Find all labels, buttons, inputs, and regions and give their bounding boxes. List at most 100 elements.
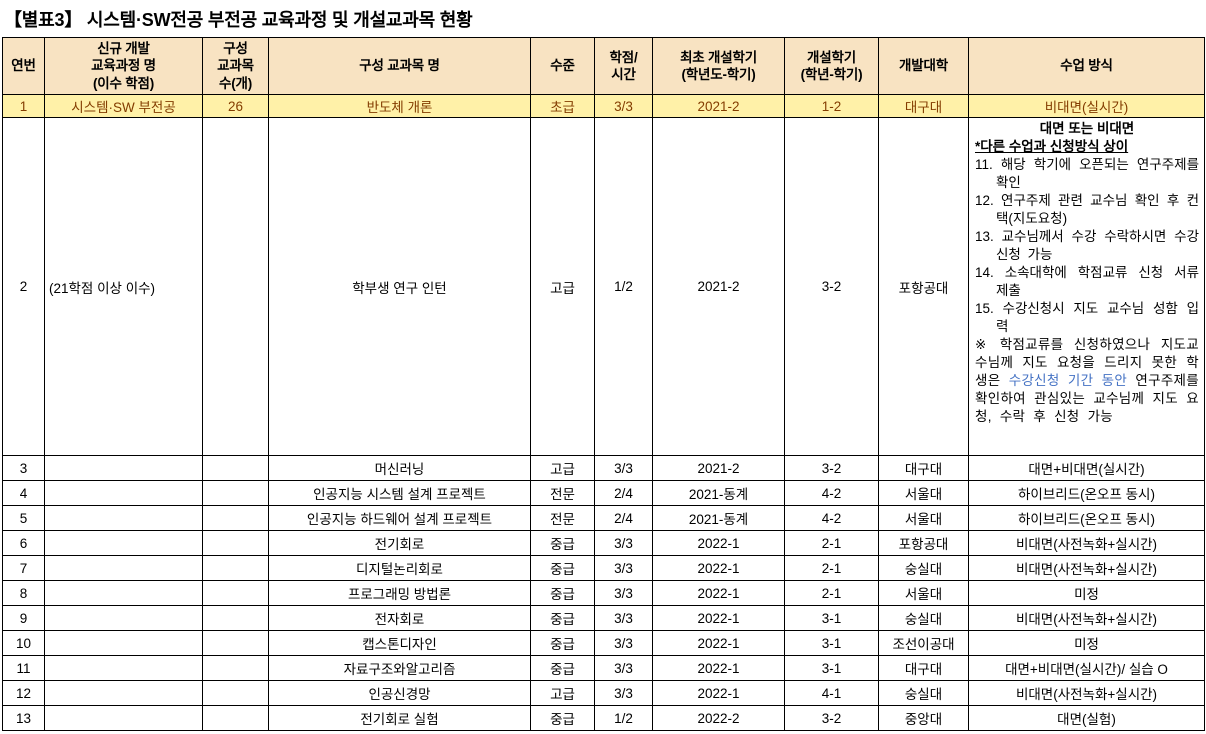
table-row: 2 (21학점 이상 이수) 학부생 연구 인턴 고급 1/2 2021-2 3-2 포항공대… (2, 117, 1205, 456)
cell-level: 중급 (530, 605, 595, 631)
method-line: 13. 교수님께서 수강 수락하시면 수강신청 가능 (975, 229, 1199, 262)
table-row: 5 인공지능 하드웨어 설계 프로젝트 전문 2/4 2021-동계 4-2 서울대 하이브리… (2, 505, 1205, 531)
cell-univ: 숭실대 (878, 555, 969, 581)
cell-curriculum (44, 480, 203, 506)
cell-univ: 대구대 (878, 94, 969, 118)
cell-sem: 3-1 (784, 605, 879, 631)
cell-num: 12 (2, 680, 45, 706)
cell-num: 8 (2, 580, 45, 606)
table-row: 6 전기회로 중급 3/3 2022-1 2-1 포항공대 비대면(사전녹화+실시간) (2, 530, 1205, 556)
cell-level: 중급 (530, 705, 595, 731)
cell-univ: 포항공대 (878, 530, 969, 556)
cell-univ: 서울대 (878, 580, 969, 606)
cell-level: 중급 (530, 580, 595, 606)
cell-sem: 4-1 (784, 680, 879, 706)
header-course-count: 구성 교과목 수(개) (202, 37, 269, 95)
cell-count (202, 605, 269, 631)
cell-level: 중급 (530, 555, 595, 581)
method-segment: 수강신청 기간 동안 (1008, 373, 1128, 388)
cell-num: 4 (2, 480, 45, 506)
cell-credit: 3/3 (594, 555, 653, 581)
cell-credit: 3/3 (594, 605, 653, 631)
cell-subject: 머신러닝 (268, 455, 531, 481)
cell-sem: 3-2 (784, 705, 879, 731)
method-segment: 연구주제를 확인하여 관심있는 교수님께 지도 요청, 수락 후 신청 가능 (975, 373, 1199, 424)
cell-sem: 2-1 (784, 555, 879, 581)
header-univ: 개발대학 (878, 37, 969, 95)
method-segment: ※ 학점교류를 신청하였으나 지도교수님께 지도 요청을 드리지 못한 학생은 (975, 337, 1199, 388)
cell-curriculum: 시스템·SW 부전공 (44, 94, 203, 118)
cell-count: 26 (202, 94, 269, 118)
cell-sem: 3-1 (784, 630, 879, 656)
cell-curriculum (44, 530, 203, 556)
cell-count (202, 530, 269, 556)
cell-subject: 캡스톤디자인 (268, 630, 531, 656)
cell-method: 비대면(실시간) (968, 94, 1205, 118)
header-level: 수준 (530, 37, 595, 95)
cell-count (202, 580, 269, 606)
cell-first-sem: 2021-2 (652, 117, 785, 456)
cell-credit: 2/4 (594, 505, 653, 531)
table-row: 7 디지털논리회로 중급 3/3 2022-1 2-1 숭실대 비대면(사전녹화+실시간) (2, 555, 1205, 581)
cell-method: 대면 또는 비대면 *다른 수업과 신청방식 상이 11. 해당 학기에 오픈되는 … (968, 117, 1205, 456)
cell-level: 중급 (530, 630, 595, 656)
cell-method: 비대면(사전녹화+실시간) (968, 605, 1205, 631)
cell-num: 11 (2, 655, 45, 681)
method-line: 11. 해당 학기에 오픈되는 연구주제를 확인 (975, 157, 1199, 190)
cell-num: 9 (2, 605, 45, 631)
cell-subject: 반도체 개론 (268, 94, 531, 118)
cell-univ: 대구대 (878, 455, 969, 481)
table-row: 11 자료구조와알고리즘 중급 3/3 2022-1 3-1 대구대 대면+비대면(실시간)/… (2, 655, 1205, 681)
method-line: 12. 연구주제 관련 교수님 확인 후 컨택(지도요청) (975, 193, 1199, 226)
cell-credit: 3/3 (594, 630, 653, 656)
cell-method: 대면+비대면(실시간)/ 실습 O (968, 655, 1205, 681)
cell-first-sem: 2022-1 (652, 530, 785, 556)
cell-method: 비대면(사전녹화+실시간) (968, 680, 1205, 706)
cell-num: 5 (2, 505, 45, 531)
cell-credit: 3/3 (594, 580, 653, 606)
cell-method: 비대면(사전녹화+실시간) (968, 530, 1205, 556)
cell-count (202, 630, 269, 656)
cell-level: 전문 (530, 480, 595, 506)
cell-sem: 2-1 (784, 530, 879, 556)
cell-univ: 서울대 (878, 480, 969, 506)
cell-subject: 인공신경망 (268, 680, 531, 706)
table-row: 1 시스템·SW 부전공 26 반도체 개론 초급 3/3 2021-2 1-2 대구대 비대면(… (2, 94, 1205, 118)
cell-level: 고급 (530, 680, 595, 706)
cell-count (202, 655, 269, 681)
cell-first-sem: 2021-동계 (652, 480, 785, 506)
cell-curriculum (44, 555, 203, 581)
cell-univ: 숭실대 (878, 680, 969, 706)
cell-univ: 포항공대 (878, 117, 969, 456)
cell-count (202, 705, 269, 731)
header-num: 연번 (2, 37, 45, 95)
cell-univ: 서울대 (878, 505, 969, 531)
cell-num: 1 (2, 94, 45, 118)
cell-credit: 3/3 (594, 655, 653, 681)
method-line: 대면 또는 비대면 (1039, 121, 1135, 136)
table-row: 10 캡스톤디자인 중급 3/3 2022-1 3-1 조선이공대 미정 (2, 630, 1205, 656)
header-method: 수업 방식 (968, 37, 1205, 95)
cell-sem: 1-2 (784, 94, 879, 118)
cell-method: 미정 (968, 580, 1205, 606)
header-sem: 개설학기 (학년-학기) (784, 37, 879, 95)
cell-sem: 2-1 (784, 580, 879, 606)
cell-first-sem: 2021-2 (652, 455, 785, 481)
cell-level: 전문 (530, 505, 595, 531)
cell-num: 3 (2, 455, 45, 481)
cell-num: 13 (2, 705, 45, 731)
cell-first-sem: 2022-1 (652, 655, 785, 681)
cell-sem: 3-2 (784, 117, 879, 456)
cell-count (202, 117, 269, 456)
cell-count (202, 455, 269, 481)
cell-first-sem: 2022-1 (652, 580, 785, 606)
cell-credit: 3/3 (594, 455, 653, 481)
table-body: 1 시스템·SW 부전공 26 반도체 개론 초급 3/3 2021-2 1-2 대구대 비대면(… (2, 94, 1205, 731)
cell-first-sem: 2022-2 (652, 705, 785, 731)
cell-credit: 3/3 (594, 680, 653, 706)
table-row: 9 전자회로 중급 3/3 2022-1 3-1 숭실대 비대면(사전녹화+실시간) (2, 605, 1205, 631)
cell-univ: 중앙대 (878, 705, 969, 731)
cell-method: 하이브리드(온오프 동시) (968, 505, 1205, 531)
cell-first-sem: 2022-1 (652, 555, 785, 581)
